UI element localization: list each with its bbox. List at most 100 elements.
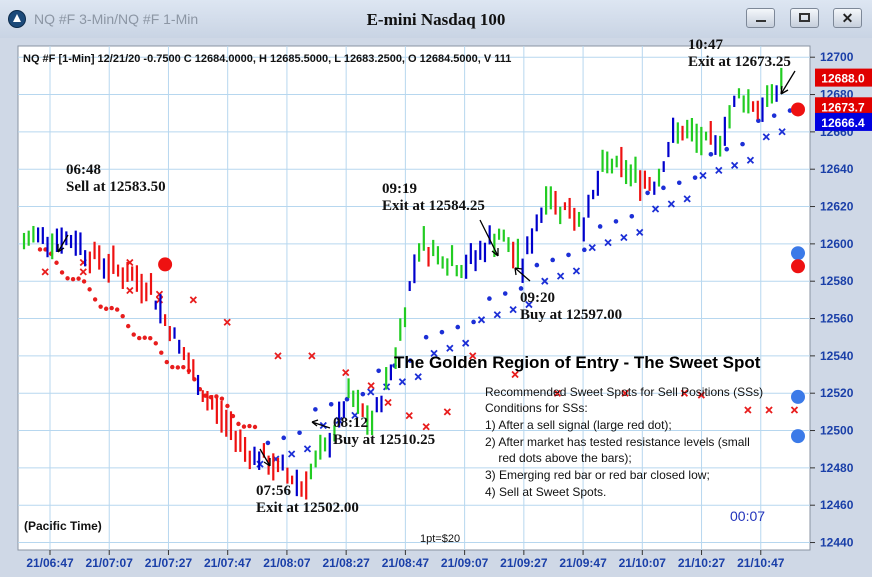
support-dot bbox=[439, 329, 445, 335]
x-tick-label: 21/09:47 bbox=[559, 556, 607, 570]
stop-marker bbox=[636, 228, 644, 237]
resistance-dot bbox=[236, 421, 241, 427]
stop-marker bbox=[553, 389, 562, 397]
resistance-dot bbox=[70, 276, 76, 282]
support-dot bbox=[724, 146, 730, 152]
stop-marker bbox=[699, 171, 707, 180]
resistance-dot bbox=[54, 260, 59, 265]
x-tick-label: 21/08:07 bbox=[263, 556, 311, 570]
signal-dot bbox=[791, 389, 805, 404]
y-tick-label: 12640 bbox=[820, 162, 854, 176]
support-dot bbox=[676, 180, 682, 186]
window-subtitle: NQ #F 3-Min/NQ #F 1-Min bbox=[34, 11, 199, 27]
annotation-text: Exit at 12502.00 bbox=[256, 500, 359, 516]
resistance-dot bbox=[98, 304, 103, 309]
stop-marker bbox=[683, 195, 691, 203]
signal-dot bbox=[791, 429, 805, 444]
stop-marker bbox=[730, 161, 739, 169]
stop-marker bbox=[541, 277, 549, 285]
stop-marker bbox=[477, 316, 486, 324]
stop-marker bbox=[697, 391, 705, 399]
support-dot bbox=[661, 185, 666, 191]
price-tag-label: 12666.4 bbox=[821, 116, 865, 130]
stop-marker bbox=[288, 450, 296, 458]
support-dot bbox=[566, 252, 571, 258]
support-dot bbox=[771, 113, 777, 118]
y-tick-label: 12480 bbox=[820, 461, 854, 475]
indicator-series bbox=[37, 108, 799, 468]
stop-marker bbox=[572, 267, 581, 275]
y-tick-label: 12620 bbox=[820, 200, 854, 214]
arrow-icon bbox=[259, 448, 271, 467]
annotation-time: 09:20 bbox=[520, 290, 555, 306]
support-dot bbox=[756, 118, 761, 124]
stop-marker bbox=[667, 200, 675, 208]
support-dot bbox=[265, 440, 271, 446]
app-logo-icon bbox=[8, 10, 26, 28]
support-dot bbox=[613, 219, 619, 224]
support-dot bbox=[376, 368, 381, 374]
annotation-text: Exit at 12584.25 bbox=[382, 198, 485, 214]
resistance-dot bbox=[131, 332, 136, 337]
support-dot bbox=[534, 262, 540, 268]
stop-marker bbox=[680, 389, 689, 397]
y-tick-label: 12540 bbox=[820, 349, 854, 363]
stop-marker bbox=[405, 411, 413, 420]
stop-marker bbox=[765, 406, 773, 414]
annotation-arrows bbox=[57, 70, 796, 467]
annotation-time: 06:48 bbox=[66, 162, 101, 178]
stop-marker bbox=[189, 296, 197, 304]
annotation-text: Buy at 12510.25 bbox=[333, 432, 435, 448]
annotation-text: Sell at 12583.50 bbox=[66, 179, 166, 195]
resistance-dot bbox=[164, 359, 169, 365]
stop-marker bbox=[621, 389, 629, 397]
support-dot bbox=[740, 141, 745, 147]
stop-marker bbox=[762, 133, 770, 141]
stop-marker bbox=[79, 268, 87, 276]
y-tick-label: 12560 bbox=[820, 312, 854, 326]
stop-marker bbox=[384, 398, 392, 407]
stop-marker bbox=[303, 445, 312, 453]
stop-marker bbox=[223, 318, 231, 326]
signal-dot bbox=[791, 259, 805, 274]
stop-marker bbox=[790, 406, 799, 414]
annotation-time: 09:19 bbox=[382, 181, 417, 197]
y-tick-label: 12700 bbox=[820, 50, 854, 64]
resistance-dot bbox=[181, 364, 186, 370]
maximize-icon bbox=[799, 13, 810, 22]
annotation-text: Buy at 12597.00 bbox=[520, 307, 622, 323]
stop-marker bbox=[509, 306, 517, 314]
resistance-dot bbox=[137, 335, 142, 341]
resistance-dot bbox=[65, 276, 70, 281]
arrow-icon bbox=[514, 267, 531, 282]
y-tick-label: 12460 bbox=[820, 498, 854, 512]
price-chart[interactable]: 12440 12460 12480 12500 12520 12540 12560 12580… bbox=[0, 38, 872, 577]
stop-marker bbox=[746, 156, 755, 164]
stop-marker bbox=[443, 408, 451, 416]
annotation-time: 10:47 bbox=[688, 38, 723, 53]
title-bar[interactable]: NQ #F 3-Min/NQ #F 1-Min E-mini Nasdaq 10… bbox=[0, 0, 872, 38]
annotation-time: 07:56 bbox=[256, 483, 291, 499]
stop-marker bbox=[414, 373, 422, 381]
resistance-dot bbox=[252, 424, 258, 430]
close-button[interactable]: ✕ bbox=[833, 8, 862, 28]
resistance-dot bbox=[81, 279, 87, 284]
support-dot bbox=[328, 402, 334, 407]
price-bars bbox=[22, 67, 783, 500]
support-dot bbox=[455, 324, 461, 330]
support-dot bbox=[281, 435, 287, 441]
resistance-dot bbox=[103, 306, 109, 311]
stop-marker bbox=[604, 238, 612, 247]
support-dot bbox=[597, 224, 603, 229]
x-tick-label: 21/08:47 bbox=[382, 556, 430, 570]
maximize-button[interactable] bbox=[790, 8, 819, 28]
stop-marker bbox=[620, 233, 628, 242]
support-dot bbox=[407, 358, 413, 363]
stop-marker bbox=[651, 205, 660, 213]
x-tick-label: 21/07:47 bbox=[204, 556, 252, 570]
stop-marker bbox=[308, 352, 316, 360]
stop-marker bbox=[430, 349, 438, 357]
resistance-dot bbox=[87, 287, 92, 292]
stop-marker bbox=[556, 272, 565, 280]
minimize-button[interactable] bbox=[746, 8, 775, 28]
